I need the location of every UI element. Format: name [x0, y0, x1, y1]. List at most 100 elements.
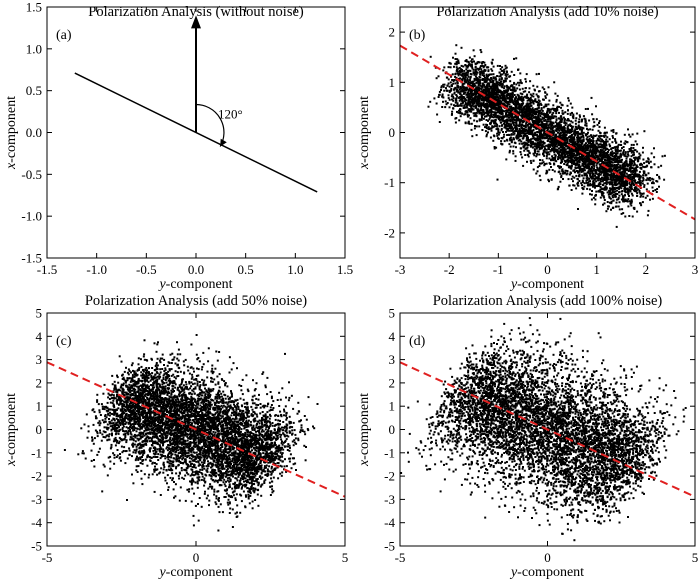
scatter-point — [508, 100, 511, 103]
scatter-point — [605, 140, 608, 143]
scatter-point — [614, 194, 617, 197]
scatter-point — [440, 86, 443, 89]
scatter-point — [506, 139, 509, 142]
scatter-point — [487, 110, 490, 113]
scatter-point — [582, 167, 585, 170]
scatter-point — [447, 94, 450, 97]
scatter-point — [606, 136, 609, 139]
scatter-point — [508, 129, 511, 132]
scatter-point — [548, 126, 551, 129]
scatter-point — [566, 119, 569, 122]
scatter-point — [620, 179, 623, 182]
scatter-point — [528, 126, 531, 129]
scatter-point — [465, 68, 468, 71]
scatter-point — [504, 125, 507, 128]
scatter-point — [593, 162, 596, 165]
scatter-point — [642, 172, 645, 175]
scatter-point — [471, 92, 474, 95]
scatter-point — [651, 186, 654, 189]
scatter-point — [495, 125, 498, 128]
scatter-point — [538, 153, 541, 156]
scatter-point — [522, 90, 525, 93]
scatter-point — [487, 126, 490, 129]
scatter-point — [559, 150, 562, 153]
scatter-point — [561, 148, 563, 151]
scatter-point — [483, 115, 486, 118]
scatter-point — [606, 201, 609, 203]
scatter-point — [633, 180, 636, 183]
scatter-point — [514, 105, 517, 108]
scatter-point — [448, 91, 451, 94]
scatter-point — [551, 147, 553, 150]
scatter-point — [536, 85, 539, 88]
scatter-point — [547, 126, 550, 129]
scatter-point — [520, 82, 523, 85]
scatter-point — [642, 179, 645, 182]
scatter-point — [509, 105, 511, 108]
scatter-point — [599, 132, 602, 134]
scatter-point — [507, 109, 510, 112]
scatter-point — [615, 160, 618, 162]
scatter-point — [577, 151, 580, 154]
scatter-point — [466, 110, 469, 113]
scatter-point — [502, 103, 505, 106]
scatter-point — [514, 101, 517, 104]
scatter-point — [605, 188, 608, 191]
scatter-point — [621, 190, 624, 192]
scatter-point — [480, 51, 483, 54]
scatter-point — [462, 77, 465, 80]
scatter-point — [589, 193, 591, 196]
scatter-point — [453, 65, 455, 68]
scatter-point — [592, 134, 595, 137]
scatter-point — [618, 149, 621, 152]
scatter-point — [526, 99, 529, 102]
scatter-point — [593, 165, 596, 168]
scatter-point — [568, 159, 571, 162]
scatter-point — [546, 134, 549, 137]
scatter-point — [470, 94, 473, 97]
scatter-point — [646, 164, 649, 167]
scatter-point — [451, 79, 454, 81]
scatter-point — [607, 193, 610, 196]
scatter-point — [508, 149, 511, 152]
scatter-point — [627, 163, 630, 166]
scatter-point — [631, 150, 634, 153]
scatter-point — [584, 158, 587, 161]
scatter-point — [575, 157, 578, 160]
scatter-point — [629, 202, 632, 205]
scatter-point — [528, 87, 531, 90]
scatter-point — [594, 170, 597, 173]
scatter-point — [582, 131, 585, 134]
scatter-point — [450, 84, 453, 87]
scatter-point — [624, 164, 627, 167]
scatter-point — [622, 146, 625, 148]
scatter-point — [498, 81, 501, 84]
scatter-point — [620, 180, 623, 183]
scatter-point — [472, 97, 475, 100]
scatter-point — [556, 94, 559, 97]
scatter-point — [524, 132, 526, 135]
scatter-point — [608, 143, 611, 146]
scatter-point — [563, 144, 566, 147]
scatter-point — [467, 65, 470, 68]
scatter-point — [617, 156, 619, 159]
scatter-point — [503, 123, 506, 126]
scatter-point — [532, 114, 535, 117]
scatter-point — [543, 105, 546, 108]
scatter-point — [429, 55, 432, 58]
scatter-point — [634, 156, 637, 159]
scatter-point — [557, 139, 560, 141]
scatter-point — [574, 154, 577, 157]
scatter-point — [573, 160, 575, 163]
scatter-point — [560, 129, 563, 132]
scatter-point — [586, 187, 589, 190]
scatter-point — [635, 189, 638, 192]
scatter-point — [513, 94, 516, 96]
scatter-point — [553, 141, 556, 144]
scatter-point — [536, 141, 539, 144]
scatter-point — [565, 159, 568, 162]
scatter-point — [631, 154, 634, 157]
scatter-point — [482, 70, 485, 73]
scatter-point — [624, 190, 626, 192]
